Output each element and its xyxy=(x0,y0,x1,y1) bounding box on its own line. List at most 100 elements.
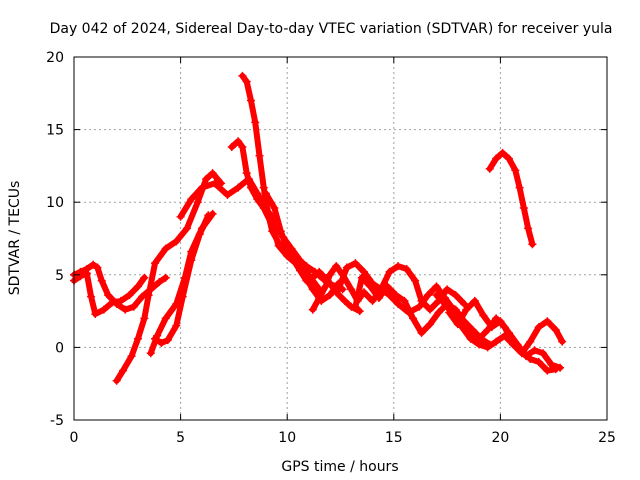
grid xyxy=(74,57,607,420)
data-point-marker xyxy=(475,334,484,343)
data-point-marker xyxy=(468,325,477,334)
data-point-marker xyxy=(515,183,524,192)
data-point-marker xyxy=(351,259,360,268)
series-prn-trace-2 xyxy=(70,269,149,319)
data-point-marker xyxy=(125,291,134,300)
data-point-marker xyxy=(504,154,513,163)
data-point-marker xyxy=(528,240,537,249)
data-point-marker xyxy=(163,336,172,345)
data-point-marker xyxy=(526,337,535,346)
data-point-marker xyxy=(108,298,117,307)
data-point-marker xyxy=(295,266,304,275)
data-point-marker xyxy=(485,164,494,173)
series-prn-trace-12 xyxy=(351,273,494,349)
data-point-marker xyxy=(347,285,356,294)
data-point-marker xyxy=(400,296,409,305)
data-point-marker xyxy=(182,224,191,233)
data-point-marker xyxy=(264,209,273,218)
data-point-marker xyxy=(534,323,543,332)
data-point-marker xyxy=(238,71,247,80)
data-point-marker xyxy=(443,285,452,294)
data-point-marker xyxy=(223,190,232,199)
plot-area xyxy=(70,71,567,385)
data-point-marker xyxy=(492,314,501,323)
data-point-marker xyxy=(411,276,420,285)
data-point-marker xyxy=(283,244,292,253)
y-tick-label: 0 xyxy=(55,340,64,356)
x-tick-label: 10 xyxy=(278,430,296,446)
plot-frame xyxy=(73,56,608,421)
series-line xyxy=(262,190,363,315)
data-point-marker xyxy=(315,294,324,303)
data-point-marker xyxy=(417,328,426,337)
data-point-marker xyxy=(208,169,217,178)
data-point-marker xyxy=(157,339,166,348)
data-point-marker xyxy=(129,302,138,311)
data-point-marker xyxy=(492,337,501,346)
series-prn-trace-5 xyxy=(151,211,213,348)
data-point-marker xyxy=(509,340,518,349)
y-tick-label: -5 xyxy=(50,413,64,429)
data-point-marker xyxy=(440,299,449,308)
data-point-marker xyxy=(492,154,501,163)
data-point-marker xyxy=(270,204,279,213)
data-point-marker xyxy=(351,302,360,311)
data-point-marker xyxy=(483,325,492,334)
data-point-marker xyxy=(87,292,96,301)
data-point-marker xyxy=(242,77,251,86)
data-point-marker xyxy=(197,183,206,192)
y-tick-label: 5 xyxy=(55,268,64,284)
data-point-marker xyxy=(146,349,155,358)
data-point-marker xyxy=(426,320,435,329)
data-point-marker xyxy=(357,273,366,282)
data-point-marker xyxy=(119,366,128,375)
y-axis-title: SDTVAR / TECUs xyxy=(7,181,23,296)
data-point-marker xyxy=(551,365,560,374)
data-point-marker xyxy=(161,273,170,282)
data-point-marker xyxy=(253,195,262,204)
data-point-marker xyxy=(289,256,298,265)
data-point-marker xyxy=(519,204,528,213)
data-point-marker xyxy=(558,337,567,346)
data-point-marker xyxy=(234,183,243,192)
data-point-marker xyxy=(151,334,160,343)
data-point-marker xyxy=(234,137,243,146)
data-point-marker xyxy=(415,302,424,311)
data-point-marker xyxy=(385,267,394,276)
data-point-marker xyxy=(394,299,403,308)
data-point-marker xyxy=(251,118,260,127)
data-point-marker xyxy=(97,276,106,285)
axis-ticks: 0 5 10 15 20 25 -5 0 5 10 15 20 xyxy=(46,50,616,446)
data-point-marker xyxy=(355,307,364,316)
y-tick-label: 20 xyxy=(46,50,64,66)
data-point-marker xyxy=(112,376,121,385)
data-point-marker xyxy=(89,260,98,269)
data-point-marker xyxy=(187,195,196,204)
data-point-marker xyxy=(133,282,142,291)
x-axis-title: GPS time / hours xyxy=(281,459,398,475)
data-point-marker xyxy=(155,278,164,287)
data-point-marker xyxy=(172,321,181,330)
data-point-marker xyxy=(308,285,317,294)
data-point-marker xyxy=(539,349,548,358)
data-point-marker xyxy=(453,320,462,329)
data-point-marker xyxy=(210,179,219,188)
data-point-marker xyxy=(321,282,330,291)
data-point-marker xyxy=(543,317,552,326)
data-point-marker xyxy=(445,308,454,317)
series-prn-trace-3 xyxy=(112,169,226,385)
data-point-marker xyxy=(432,282,441,291)
data-point-marker xyxy=(259,183,268,192)
data-point-marker xyxy=(242,169,251,178)
data-point-marker xyxy=(366,282,375,291)
data-point-marker xyxy=(517,346,526,355)
data-point-marker xyxy=(140,273,149,282)
data-point-marker xyxy=(394,262,403,271)
data-point-marker xyxy=(172,237,181,246)
data-point-marker xyxy=(470,296,479,305)
series-prn-trace-16 xyxy=(485,148,537,249)
series-line xyxy=(486,149,536,248)
series-prn-trace-9 xyxy=(261,189,364,316)
data-point-marker xyxy=(82,269,91,278)
data-point-marker xyxy=(144,291,153,300)
